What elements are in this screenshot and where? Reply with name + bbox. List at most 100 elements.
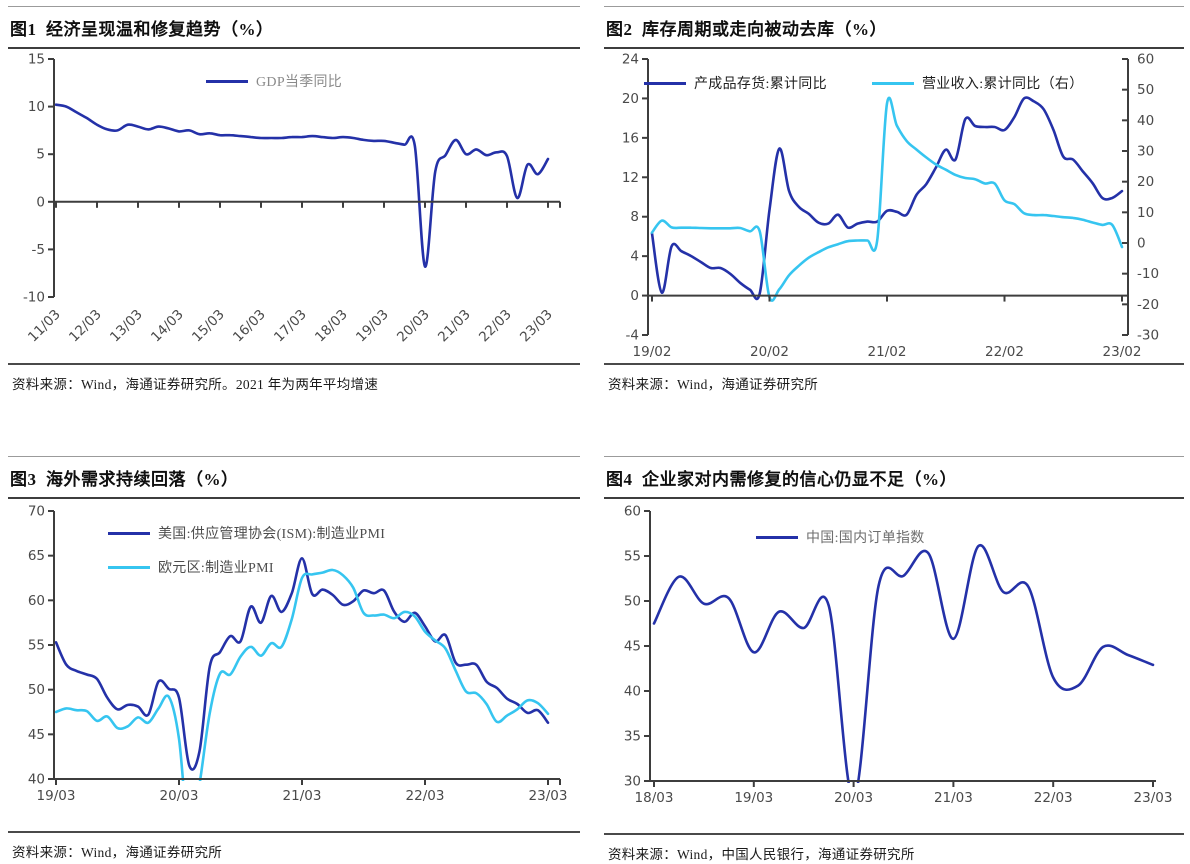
source-divider bbox=[604, 363, 1184, 365]
source-divider bbox=[604, 833, 1184, 835]
y2-tick-label: 60 bbox=[1137, 52, 1154, 68]
x-tick-label: 23/03 bbox=[1134, 790, 1173, 806]
figure-panel-1: 图1 经济呈现温和修复趋势（%） 15 10 5 0 -5 -10 11/03 12/03 13… bbox=[8, 6, 580, 393]
y-tick-label: 55 bbox=[624, 549, 641, 565]
legend-item: 中国:国内订单指数 bbox=[756, 527, 925, 547]
y-tick-label: 45 bbox=[28, 727, 45, 743]
y-tick-label: -5 bbox=[32, 242, 45, 258]
figure-1-source: 资料来源：Wind，海通证券研究所。2021 年为两年平均增速 bbox=[12, 377, 379, 392]
title-divider bbox=[604, 497, 1184, 499]
figure-4-title: 图4 企业家对内需修复的信心仍显不足（%） bbox=[606, 470, 957, 489]
y2-tick-label: 0 bbox=[1137, 236, 1146, 252]
y-tick-label: 20 bbox=[622, 91, 639, 107]
source-divider bbox=[8, 363, 580, 365]
legend-item: 美国:供应管理协会(ISM):制造业PMI bbox=[108, 523, 385, 543]
legend-line-sample bbox=[206, 79, 248, 83]
title-divider bbox=[8, 47, 580, 49]
legend-label: 美国:供应管理协会(ISM):制造业PMI bbox=[158, 527, 386, 542]
figure-2-source: 资料来源：Wind，海通证券研究所 bbox=[608, 377, 819, 392]
x-tick-label: 23/02 bbox=[1103, 344, 1142, 360]
series-line bbox=[650, 96, 1124, 302]
x-tick-label: 17/03 bbox=[271, 307, 310, 346]
legend-item: 欧元区:制造业PMI bbox=[108, 557, 274, 577]
series-line bbox=[54, 556, 550, 771]
y2-tick-label: 50 bbox=[1137, 82, 1154, 98]
x-tick-label: 22/03 bbox=[1034, 790, 1073, 806]
legend-label: GDP当季同比 bbox=[256, 75, 343, 90]
y-tick-label: 60 bbox=[624, 504, 641, 520]
y2-tick-label: -20 bbox=[1137, 297, 1159, 313]
x-tick-label: 20/03 bbox=[160, 788, 199, 804]
legend-line-sample bbox=[644, 81, 686, 85]
legend-label: 营业收入:累计同比（右） bbox=[922, 77, 1084, 92]
y-tick-label: 50 bbox=[624, 594, 641, 610]
panel-top-rule bbox=[8, 456, 580, 457]
x-tick-label: 23/03 bbox=[517, 307, 556, 346]
x-tick-label: 21/03 bbox=[283, 788, 322, 804]
x-tick-label: 22/03 bbox=[476, 307, 515, 346]
y2-tick-label: 10 bbox=[1137, 205, 1154, 221]
x-tick-label: 18/03 bbox=[635, 790, 674, 806]
y-tick-label: 35 bbox=[624, 729, 641, 745]
figure-3-source: 资料来源：Wind，海通证券研究所 bbox=[12, 845, 223, 860]
y-tick-label: 8 bbox=[630, 209, 639, 225]
y2-tick-label: -10 bbox=[1137, 266, 1159, 282]
y-tick-label: 15 bbox=[28, 52, 45, 68]
y-tick-label: 10 bbox=[28, 99, 45, 115]
y-tick-label: 0 bbox=[36, 194, 45, 210]
x-tick-label: 13/03 bbox=[107, 307, 146, 346]
series-line bbox=[54, 103, 550, 268]
x-tick-label: 20/03 bbox=[394, 307, 433, 346]
y-tick-label: 5 bbox=[36, 147, 45, 163]
legend-label: 中国:国内订单指数 bbox=[806, 531, 925, 546]
x-tick-label: 21/03 bbox=[435, 307, 474, 346]
y-tick-label: 24 bbox=[622, 52, 639, 68]
title-divider bbox=[8, 497, 580, 499]
x-tick-label: 19/02 bbox=[633, 344, 672, 360]
legend-item: 营业收入:累计同比（右） bbox=[872, 73, 1084, 93]
figure-1-title: 图1 经济呈现温和修复趋势（%） bbox=[10, 20, 274, 39]
y-tick-label: 30 bbox=[624, 774, 641, 790]
x-tick-label: 14/03 bbox=[148, 307, 187, 346]
x-tick-label: 20/02 bbox=[750, 344, 789, 360]
inventory-revenue-line-chart: 24201612840-46050403020100-10-20-3019/02… bbox=[622, 52, 1159, 361]
x-tick-label: 18/03 bbox=[312, 307, 351, 346]
figure-4-source: 资料来源：Wind，中国人民银行，海通证券研究所 bbox=[608, 847, 915, 862]
x-tick-label: 12/03 bbox=[66, 307, 105, 346]
y-tick-label: 4 bbox=[630, 249, 639, 265]
source-divider bbox=[8, 831, 580, 833]
x-tick-label: 21/02 bbox=[868, 344, 907, 360]
legend-item: 产成品存货:累计同比 bbox=[644, 73, 827, 93]
y-tick-label: -10 bbox=[23, 290, 45, 306]
y-tick-label: 45 bbox=[624, 639, 641, 655]
x-tick-label: 19/03 bbox=[37, 788, 76, 804]
figure-panel-2: 图2 库存周期或走向被动去库（%） 24 20 16 12 8 4 0 -4 60 50 40 30 2… bbox=[604, 6, 1184, 393]
x-tick-label: 16/03 bbox=[230, 307, 269, 346]
figure-4-chart: 60 55 50 45 40 35 30 18/03 19/03 20/03 21/03 22/03 2… bbox=[604, 499, 1184, 831]
figure-2-chart: 24 20 16 12 8 4 0 -4 60 50 40 30 20 10 0 -10 -20 -30 19/02… bbox=[604, 49, 1184, 361]
figure-3-title: 图3 海外需求持续回落（%） bbox=[10, 470, 239, 489]
figure-2-title: 图2 库存周期或走向被动去库（%） bbox=[606, 20, 887, 39]
series-line bbox=[652, 544, 1155, 783]
y-tick-label: 0 bbox=[630, 288, 639, 304]
x-tick-label: 19/03 bbox=[734, 790, 773, 806]
figure-3-chart: 70 65 60 55 50 45 40 19/03 20/03 21/03 22/03 23/03 … bbox=[8, 499, 580, 829]
y-tick-label: 50 bbox=[28, 682, 45, 698]
panel-top-rule bbox=[604, 456, 1184, 457]
panel-top-rule bbox=[604, 6, 1184, 7]
y2-tick-label: -30 bbox=[1137, 328, 1159, 344]
y-tick-label: 16 bbox=[622, 130, 639, 146]
x-tick-label: 15/03 bbox=[189, 307, 228, 346]
series-line bbox=[54, 568, 550, 781]
x-tick-label: 23/03 bbox=[529, 788, 568, 804]
y-tick-label: 40 bbox=[28, 772, 45, 788]
x-tick-label: 22/03 bbox=[406, 788, 445, 804]
y-tick-label: -4 bbox=[626, 328, 639, 344]
x-tick-label: 11/03 bbox=[25, 307, 64, 346]
legend-line-sample bbox=[108, 531, 150, 535]
legend-line-sample bbox=[756, 535, 798, 539]
figure-1-chart: 15 10 5 0 -5 -10 11/03 12/03 13/03 14/03 15/03 16/0… bbox=[8, 49, 580, 361]
x-tick-label: 20/03 bbox=[834, 790, 873, 806]
